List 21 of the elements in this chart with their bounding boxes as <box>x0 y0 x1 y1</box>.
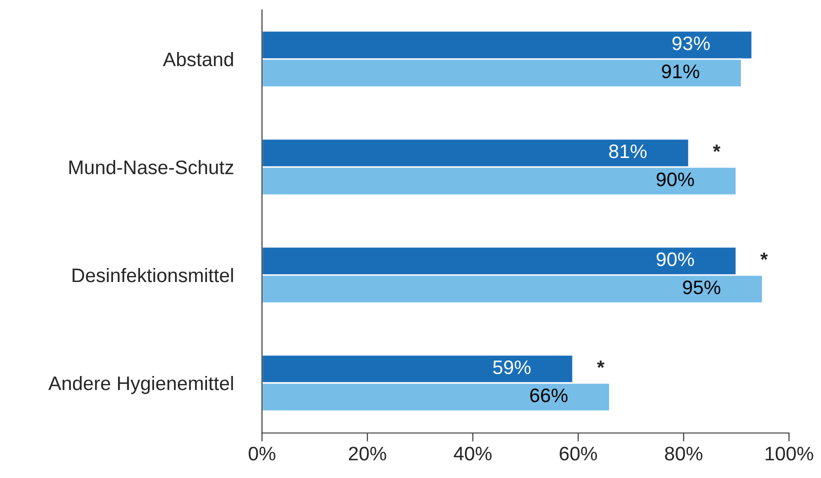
x-tick-label: 80% <box>664 446 702 460</box>
data-label: 59% <box>493 360 531 374</box>
data-label: 81% <box>609 144 647 158</box>
x-tick-label: 40% <box>454 446 492 460</box>
y-tick-label: Desinfektionsmittel <box>72 268 233 282</box>
x-tick-label: 100% <box>766 446 814 460</box>
data-label: 66% <box>530 388 568 402</box>
y-tick-label: Abstand <box>162 52 233 66</box>
annotation: * <box>760 252 768 260</box>
data-label: 90% <box>656 172 694 186</box>
x-tick-label: 0% <box>248 446 276 460</box>
y-tick-label: Mund-Nase-Schutz <box>69 160 234 174</box>
x-tick-label: 60% <box>560 446 597 460</box>
annotation: * <box>712 144 720 152</box>
x-tick-label: 20% <box>348 446 386 460</box>
data-label: 90% <box>656 252 694 266</box>
data-label: 91% <box>662 64 700 78</box>
y-tick-label: Andere Hygienemittel <box>48 376 233 394</box>
annotation: * <box>596 360 604 368</box>
data-label: 95% <box>683 280 720 294</box>
data-label: 93% <box>672 36 710 50</box>
